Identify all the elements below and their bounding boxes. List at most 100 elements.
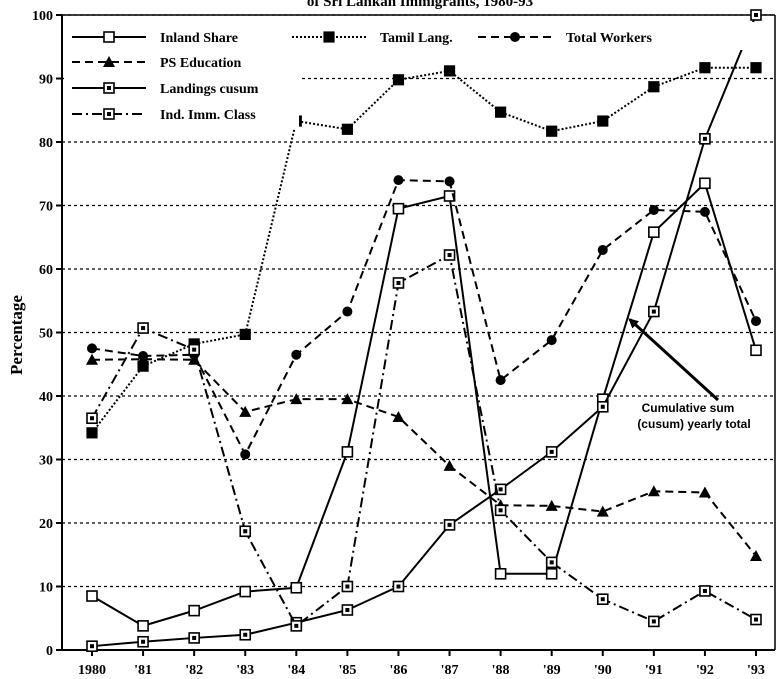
y-tick-label-60: 60	[39, 263, 53, 278]
point-inland-share-12	[699, 177, 711, 190]
y-axis-label: Percentage	[7, 295, 26, 375]
point-total-workers-10	[597, 244, 608, 255]
point-landings-cusum-1-center	[141, 639, 146, 644]
point-total-workers-6	[393, 175, 404, 186]
annotation-line-0: Cumulative sum	[642, 401, 735, 415]
point-ind-imm-class-3-center	[243, 529, 248, 534]
x-tick-label-5: '85	[338, 663, 356, 678]
point-tamil-lang-6	[392, 74, 405, 86]
point-inland-share-4-shape	[290, 581, 303, 594]
point-ind-imm-class-8	[494, 504, 507, 517]
point-landings-cusum-8-center	[498, 487, 503, 492]
point-inland-share-4	[290, 581, 303, 594]
legend-item-ind-imm-class: Ind. Imm. Class	[72, 108, 256, 123]
point-inland-share-0	[86, 590, 98, 602]
series-line-ps-education	[91, 358, 757, 557]
series-landings-cusum	[86, 9, 762, 652]
point-landings-cusum-13-center	[754, 13, 758, 17]
point-tamil-lang-0	[86, 427, 98, 439]
x-tick-label-9: '89	[543, 663, 561, 678]
point-ps-education-11	[647, 485, 660, 497]
point-ind-imm-class-7	[443, 249, 456, 261]
point-ps-education-4	[290, 393, 303, 405]
point-tamil-lang-12-shape	[699, 62, 711, 74]
point-landings-cusum-12-center	[702, 136, 707, 141]
point-ind-imm-class-3	[239, 525, 252, 538]
series-line-tamil-lang	[91, 66, 756, 434]
point-ind-imm-class-4	[290, 620, 303, 632]
point-tamil-lang-3	[239, 328, 251, 341]
point-ind-imm-class-9-center	[549, 560, 554, 565]
point-tamil-lang-7	[443, 65, 456, 77]
point-ps-education-5-shape	[341, 393, 354, 405]
point-ps-education-10-shape	[596, 505, 609, 517]
legend-marker-total-workers	[510, 32, 520, 42]
point-ind-imm-class-0	[86, 412, 98, 425]
point-inland-share-3	[239, 585, 252, 598]
point-inland-share-2-shape	[188, 604, 200, 617]
point-ind-imm-class-8-center	[498, 508, 503, 513]
point-ps-education-9-shape	[545, 499, 558, 511]
point-inland-share-5-shape	[341, 446, 354, 458]
point-inland-share-9-shape	[545, 567, 558, 580]
series-ind-imm-class	[86, 249, 762, 632]
point-ps-education-1-shape	[137, 353, 150, 365]
series-line-ind-imm-class	[91, 254, 757, 627]
point-landings-cusum-5	[341, 604, 354, 616]
point-tamil-lang-5-shape	[341, 123, 353, 135]
point-ind-imm-class-2	[188, 343, 200, 356]
point-inland-share-7	[443, 190, 456, 202]
point-ind-imm-class-5-center	[345, 584, 350, 589]
y-tick-label-80: 80	[39, 136, 53, 151]
legend-marker-ind-imm-class	[103, 108, 115, 120]
point-landings-cusum-13	[750, 9, 762, 21]
point-tamil-lang-0-shape	[86, 427, 98, 439]
x-tick-label-12: '92	[696, 663, 714, 678]
legend-marker-landings-cusum	[103, 82, 115, 94]
legend-marker-inland-share	[103, 31, 115, 43]
point-tamil-lang-10	[597, 115, 609, 127]
point-total-workers-3	[240, 449, 251, 460]
y-tick-label-90: 90	[39, 73, 53, 88]
point-landings-cusum-0-center	[90, 644, 94, 649]
annotation-line-1: (cusum) yearly total	[637, 417, 750, 431]
point-inland-share-12-shape	[699, 177, 711, 190]
x-tick-label-2: '82	[185, 663, 203, 678]
y-tick-label-10: 10	[39, 581, 53, 596]
point-ps-education-7-shape	[443, 459, 456, 471]
point-ps-education-12	[698, 486, 711, 498]
y-axis-ticks: 0 10 20 30 40 50 60 70 80 90 100	[32, 9, 62, 659]
legend-item-landings-cusum: Landings cusum	[72, 82, 259, 97]
point-total-workers-7-shape	[444, 176, 455, 187]
point-landings-cusum-3	[239, 628, 252, 641]
point-landings-cusum-7	[443, 519, 456, 531]
legend-item-total-workers: Total Workers	[478, 31, 653, 46]
point-total-workers-5-shape	[342, 306, 353, 317]
point-tamil-lang-13	[750, 62, 762, 74]
legend-marker-ps-education	[103, 56, 115, 67]
legend-label-landings-cusum: Landings cusum	[160, 82, 259, 97]
point-ps-education-11-shape	[647, 485, 660, 497]
point-total-workers-7	[444, 176, 455, 187]
point-ps-education-9	[545, 499, 558, 511]
legend-marker-tamil-lang-shape	[323, 31, 335, 43]
point-landings-cusum-2-center	[192, 635, 197, 640]
y-tick-label-0: 0	[46, 644, 53, 659]
point-total-workers-0	[87, 343, 97, 354]
x-tick-label-1: '81	[134, 663, 152, 678]
y-tick-label-30: 30	[39, 454, 53, 469]
point-ps-education-10	[596, 505, 609, 517]
point-landings-cusum-5-center	[345, 607, 350, 612]
x-tick-label-13: '93	[747, 663, 765, 678]
point-tamil-lang-8-shape	[495, 106, 507, 118]
point-total-workers-9-shape	[546, 335, 557, 346]
x-tick-label-8: '88	[492, 663, 510, 678]
point-ps-education-0	[86, 353, 98, 365]
point-total-workers-9	[546, 335, 557, 346]
series-ps-education	[86, 353, 762, 562]
point-ps-education-3-shape	[239, 405, 252, 417]
point-tamil-lang-10-shape	[597, 115, 609, 127]
legend-item-ps-education: PS Education	[72, 56, 242, 71]
point-tamil-lang-7-shape	[443, 65, 456, 77]
legend-label-ind-imm-class: Ind. Imm. Class	[160, 108, 256, 123]
